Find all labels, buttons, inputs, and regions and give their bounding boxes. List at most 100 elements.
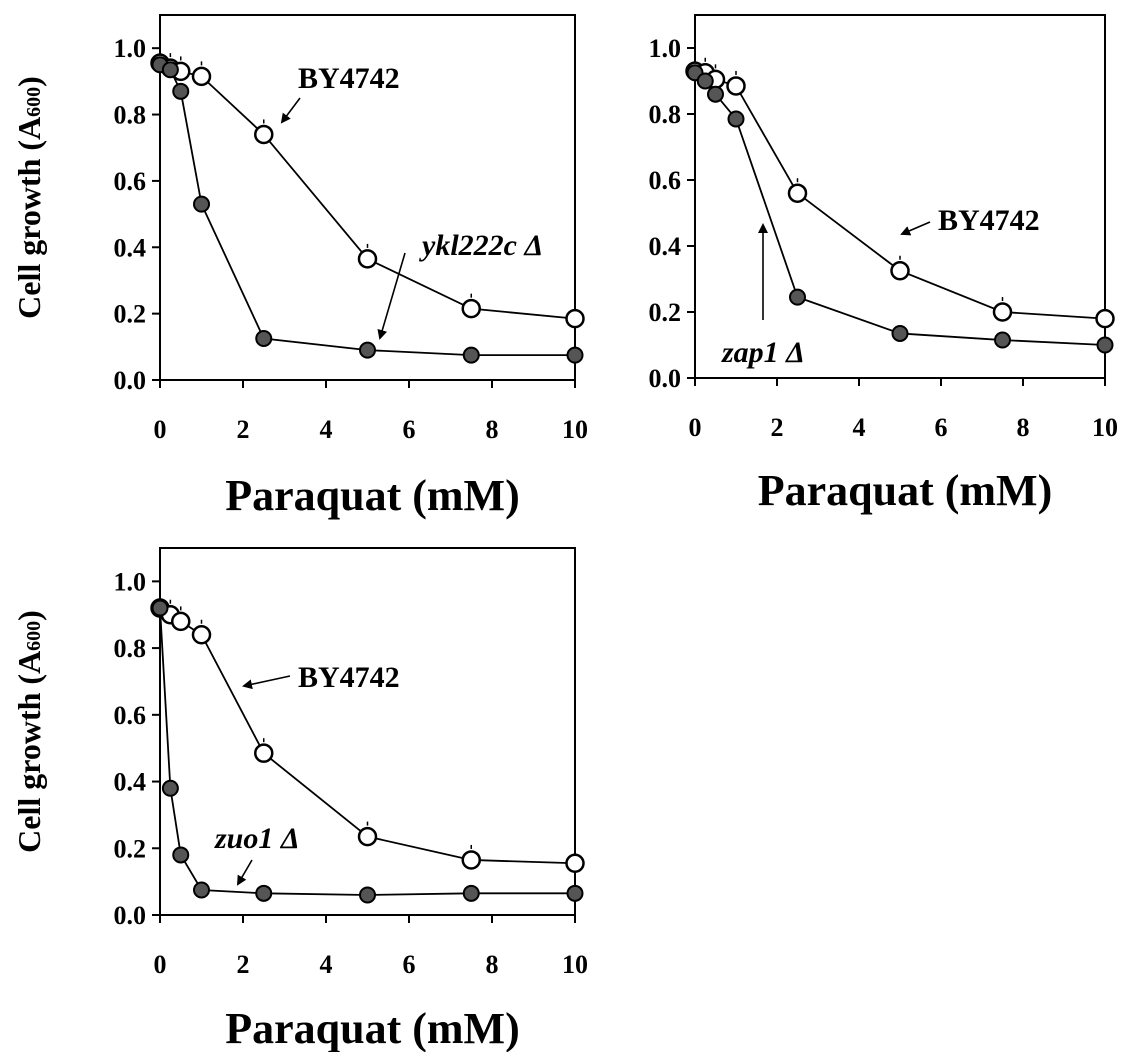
y-tick-label: 0.2 bbox=[114, 300, 147, 329]
data-point bbox=[789, 288, 806, 306]
data-point bbox=[1095, 308, 1115, 329]
y-tick-label: 0.4 bbox=[114, 233, 147, 262]
annotation-arrow bbox=[242, 675, 291, 690]
data-point bbox=[462, 884, 480, 902]
series-annotation: BY4742 bbox=[298, 62, 400, 95]
annotation-arrow bbox=[236, 859, 253, 886]
data-point bbox=[461, 850, 481, 870]
y-tick-label: 1.0 bbox=[649, 34, 682, 63]
panel-bottom-left: 0.0 0.2 0.4 0.6 0.8 1.0 0 2 4 6 8 10 Paraquat (mM) Ce… bbox=[11, 547, 588, 1052]
y-tick-label: 0.8 bbox=[649, 100, 682, 129]
data-point bbox=[566, 346, 584, 364]
y-tick-label: 0.0 bbox=[114, 366, 147, 395]
series-annotation: ykl222c Δ bbox=[419, 229, 543, 262]
series-line bbox=[694, 70, 1106, 320]
annotation-arrow bbox=[900, 221, 931, 236]
data-point bbox=[191, 66, 212, 87]
x-tick-label: 2 bbox=[237, 950, 250, 979]
y-tick-label: 0.8 bbox=[114, 101, 147, 130]
x-tick-label: 8 bbox=[1017, 413, 1030, 442]
series-mutant bbox=[151, 56, 584, 364]
x-axis-title: Paraquat (mM) bbox=[225, 1004, 520, 1052]
data-point bbox=[462, 346, 480, 364]
x-tick-label: 8 bbox=[486, 950, 499, 979]
data-point bbox=[254, 124, 274, 145]
data-point bbox=[565, 853, 585, 874]
x-tick-label: 0 bbox=[689, 413, 702, 442]
data-point bbox=[994, 331, 1011, 349]
data-point bbox=[992, 302, 1013, 322]
x-tick-label: 0 bbox=[154, 950, 167, 979]
data-point bbox=[359, 341, 376, 359]
series-line bbox=[159, 608, 575, 896]
y-tick-label: 0.6 bbox=[649, 166, 682, 195]
series-line bbox=[159, 63, 575, 357]
y-tick-label: 0.6 bbox=[114, 167, 147, 196]
data-point bbox=[566, 884, 584, 902]
data-point bbox=[172, 846, 190, 864]
data-point bbox=[254, 743, 274, 763]
data-point bbox=[193, 195, 210, 213]
data-point bbox=[357, 826, 378, 847]
series-annotation: zuo1 Δ bbox=[214, 822, 300, 855]
series-line bbox=[159, 62, 576, 320]
data-point bbox=[891, 324, 909, 342]
annotation-arrow bbox=[377, 252, 406, 340]
series-wildtype bbox=[685, 56, 1115, 329]
x-tick-label: 2 bbox=[771, 413, 784, 442]
x-tick-label: 4 bbox=[320, 950, 333, 979]
plot-frame bbox=[159, 547, 576, 916]
y-tick-label: 0.2 bbox=[649, 298, 682, 327]
y-tick-label: 1.0 bbox=[114, 567, 147, 596]
x-tick-label: 2 bbox=[237, 415, 250, 444]
x-tick-label: 6 bbox=[935, 413, 948, 442]
data-point bbox=[890, 261, 910, 281]
y-axis-title: Cell growth (A600) bbox=[11, 76, 47, 319]
x-tick-label: 4 bbox=[320, 415, 333, 444]
data-point bbox=[565, 308, 585, 329]
x-tick-label: 10 bbox=[562, 950, 588, 979]
data-point bbox=[255, 330, 273, 348]
y-tick-label: 0.6 bbox=[114, 701, 147, 730]
x-tick-label: 6 bbox=[403, 415, 416, 444]
data-point bbox=[172, 82, 190, 100]
data-point bbox=[707, 85, 724, 103]
data-point bbox=[255, 884, 273, 902]
data-point bbox=[161, 61, 179, 79]
x-axis-title: Paraquat (mM) bbox=[758, 466, 1053, 515]
data-point bbox=[357, 249, 378, 269]
data-point bbox=[171, 611, 191, 632]
y-tick-label: 0.2 bbox=[114, 834, 147, 863]
x-tick-label: 4 bbox=[853, 413, 866, 442]
y-tick-label: 0.8 bbox=[114, 634, 147, 663]
y-axis-title: Cell growth (A600) bbox=[11, 610, 47, 853]
y-tick-label: 1.0 bbox=[114, 34, 147, 63]
series-line bbox=[694, 72, 1106, 346]
data-point bbox=[726, 76, 746, 96]
series-mutant bbox=[151, 599, 584, 904]
data-point bbox=[727, 110, 745, 128]
series-mutant bbox=[686, 64, 1114, 354]
x-axis-title: Paraquat (mM) bbox=[225, 471, 520, 520]
annotation-arrow bbox=[280, 97, 301, 124]
y-tick-label: 0.0 bbox=[114, 901, 147, 930]
data-point bbox=[787, 183, 808, 203]
y-tick-label: 0.0 bbox=[649, 364, 682, 393]
panel-top-right: 0.0 0.2 0.4 0.6 0.8 1.0 0 2 4 6 8 10 Paraquat (mM) BY… bbox=[649, 14, 1118, 515]
panel-top-left: 0.0 0.2 0.4 0.6 0.8 1.0 0 2 4 6 8 10 Paraquat (mM) Ce… bbox=[11, 14, 588, 520]
y-tick-label: 0.4 bbox=[114, 768, 147, 797]
data-point bbox=[461, 298, 481, 319]
plot-frame bbox=[159, 14, 576, 381]
data-point bbox=[696, 72, 714, 90]
y-tick-label: 0.4 bbox=[649, 232, 682, 261]
data-point bbox=[359, 886, 376, 904]
plot-frame bbox=[694, 14, 1106, 379]
x-tick-label: 10 bbox=[562, 415, 588, 444]
data-point bbox=[1096, 336, 1114, 354]
series-annotation: BY4742 bbox=[298, 661, 400, 694]
x-tick-label: 6 bbox=[403, 950, 416, 979]
data-point bbox=[161, 779, 179, 797]
series-annotation: BY4742 bbox=[938, 204, 1040, 237]
x-tick-label: 10 bbox=[1092, 413, 1118, 442]
